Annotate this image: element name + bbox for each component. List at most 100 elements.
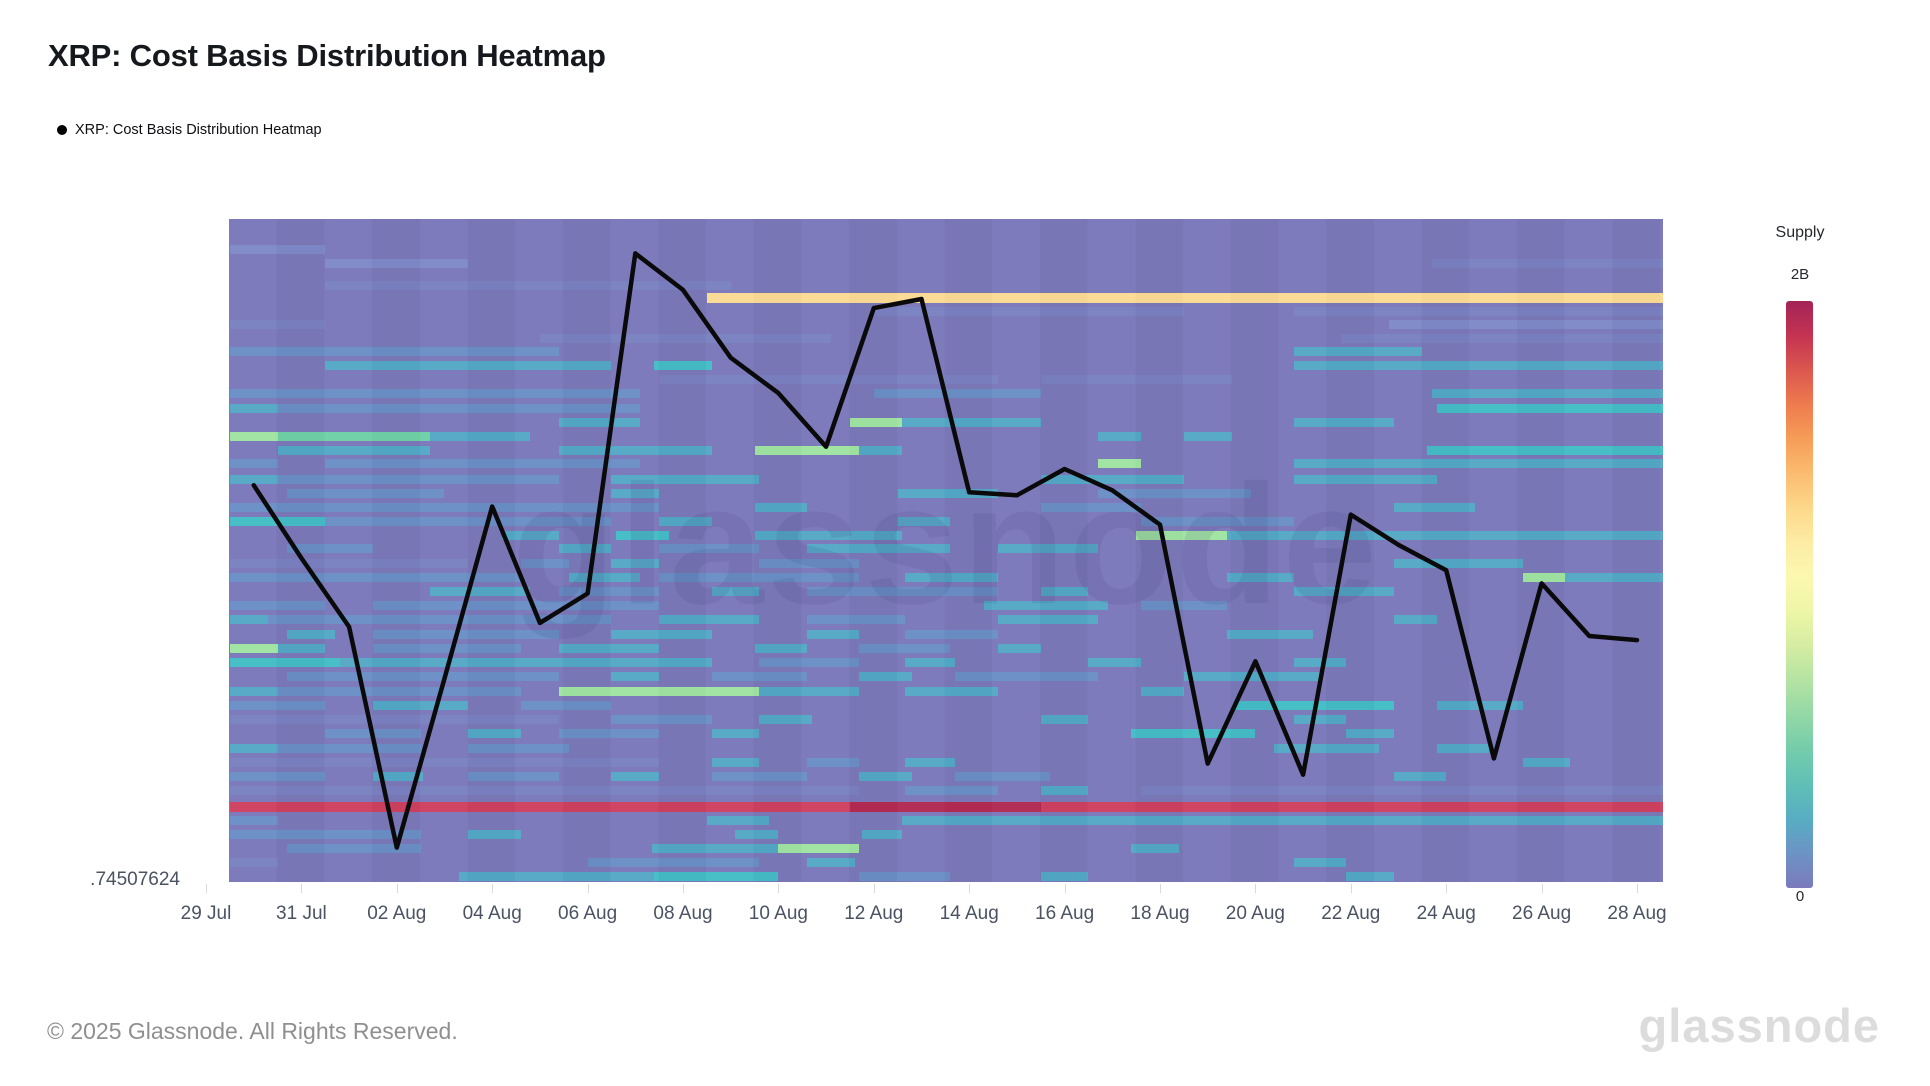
- heatmap-supply-band: [277, 643, 326, 653]
- heatmap-supply-band: [1293, 347, 1423, 357]
- x-axis-tick-label: 29 Jul: [180, 903, 232, 924]
- heatmap-supply-band: [229, 388, 641, 398]
- legend[interactable]: XRP: Cost Basis Distribution Heatmap: [57, 122, 322, 138]
- heatmap-supply-band: [1040, 502, 1141, 512]
- heatmap-supply-band: [616, 531, 669, 541]
- heatmap-supply-band: [859, 643, 951, 653]
- heatmap-supply-band: [229, 244, 326, 254]
- heatmap-supply-band: [807, 615, 905, 625]
- heatmap-supply-band: [611, 629, 712, 639]
- x-axis-tick-label: 02 Aug: [367, 903, 427, 924]
- heatmap-supply-band: [558, 417, 641, 427]
- heatmap-supply-band: [754, 502, 808, 512]
- heatmap-supply-band: [1393, 502, 1475, 512]
- heatmap-supply-band: [1346, 728, 1394, 738]
- x-axis-tick-label: 31 Jul: [276, 903, 327, 924]
- heatmap-supply-band: [229, 701, 326, 711]
- heatmap-supply-band: [1388, 319, 1663, 329]
- heatmap-supply-band: [659, 375, 998, 385]
- heatmap-supply-band: [1436, 743, 1490, 753]
- heatmap-supply-band: [611, 672, 660, 682]
- x-axis-tick-label: 06 Aug: [558, 903, 618, 924]
- heatmap-plot-area[interactable]: glassnode: [229, 219, 1663, 882]
- x-axis-tick-label: 22 Aug: [1321, 903, 1381, 924]
- heatmap-supply-band: [229, 687, 278, 697]
- heatmap-supply-band: [372, 629, 559, 639]
- heatmap-supply-band: [807, 858, 855, 868]
- x-axis-tick-mark: [683, 884, 684, 893]
- heatmap-supply-band: [897, 488, 998, 498]
- heatmap-supply-band: [1522, 758, 1571, 768]
- heatmap-supply-band: [430, 586, 531, 596]
- heatmap-supply-band: [1040, 375, 1232, 385]
- heatmap-supply-band: [325, 459, 641, 469]
- heatmap-supply-band: [659, 572, 860, 582]
- heatmap-supply-band: [229, 432, 278, 442]
- heatmap-supply-band: [1293, 361, 1663, 371]
- heatmap-supply-band: [277, 432, 431, 442]
- heatmap-supply-band: [229, 319, 326, 329]
- heatmap-supply-band: [1040, 802, 1663, 813]
- colorbar-title: Supply: [1775, 224, 1825, 241]
- heatmap-supply-band: [1040, 786, 1089, 796]
- heatmap-supply-band: [229, 829, 421, 839]
- heatmap-supply-band: [659, 517, 712, 527]
- heatmap-supply-band: [754, 643, 808, 653]
- heatmap-supply-band: [229, 858, 278, 868]
- heatmap-supply-band: [229, 459, 278, 469]
- x-axis-tick-mark: [206, 884, 207, 893]
- heatmap-supply-band: [468, 728, 521, 738]
- heatmap-supply-band: [229, 502, 660, 512]
- heatmap-supply-band: [229, 786, 860, 796]
- colorbar-min-label: 0: [1795, 888, 1805, 905]
- x-axis-tick-label: 28 Aug: [1607, 903, 1667, 924]
- heatmap-supply-band: [229, 558, 469, 568]
- x-axis-tick-label: 24 Aug: [1416, 903, 1476, 924]
- glassnode-logo: glassnode: [1638, 999, 1880, 1052]
- heatmap-supply-band: [1183, 672, 1323, 682]
- heatmap-supply-band: [1183, 432, 1232, 442]
- heatmap-supply-band: [558, 446, 712, 456]
- heatmap-supply-band: [1393, 615, 1437, 625]
- heatmap-supply-band: [1293, 417, 1394, 427]
- heatmap-supply-band: [711, 672, 807, 682]
- heatmap-supply-band: [849, 802, 1041, 813]
- heatmap-supply-band: [1097, 488, 1251, 498]
- heatmap-supply-band: [229, 815, 278, 825]
- heatmap-supply-band: [904, 629, 998, 639]
- heatmap-supply-band: [807, 629, 860, 639]
- x-axis-tick-label: 26 Aug: [1512, 903, 1572, 924]
- heatmap-supply-band: [458, 872, 655, 882]
- legend-label: XRP: Cost Basis Distribution Heatmap: [75, 122, 322, 138]
- heatmap-supply-band: [1131, 844, 1180, 854]
- heatmap-supply-band: [807, 586, 998, 596]
- heatmap-supply-band: [558, 643, 660, 653]
- heatmap-supply-band: [287, 672, 559, 682]
- heatmap-supply-band: [558, 687, 760, 697]
- heatmap-supply-band: [954, 772, 1051, 782]
- heatmap-supply-band: [520, 701, 612, 711]
- heatmap-supply-band: [229, 772, 326, 782]
- heatmap-supply-band: [1522, 572, 1566, 582]
- heatmap-supply-band: [1293, 657, 1347, 667]
- heatmap-supply-band: [611, 474, 760, 484]
- heatmap-supply-band: [539, 333, 831, 343]
- x-axis-tick-mark: [873, 884, 875, 893]
- heatmap-supply-band: [1040, 714, 1089, 724]
- heatmap-supply-band: [711, 728, 760, 738]
- heatmap-supply-band: [430, 432, 531, 442]
- heatmap-supply-band: [229, 572, 521, 582]
- heatmap-supply-band: [287, 544, 373, 554]
- heatmap-supply-band: [904, 786, 998, 796]
- heatmap-supply-band: [325, 259, 469, 269]
- heatmap-supply-band: [229, 403, 278, 413]
- heatmap-supply-band: [859, 772, 912, 782]
- heatmap-supply-band: [611, 558, 660, 568]
- heatmap-supply-band: [468, 743, 569, 753]
- heatmap-supply-band: [1088, 657, 1141, 667]
- heatmap-supply-band: [568, 572, 641, 582]
- heatmap-supply-band: [759, 657, 860, 667]
- heatmap-supply-band: [339, 657, 712, 667]
- heatmap-supply-band: [1140, 517, 1294, 527]
